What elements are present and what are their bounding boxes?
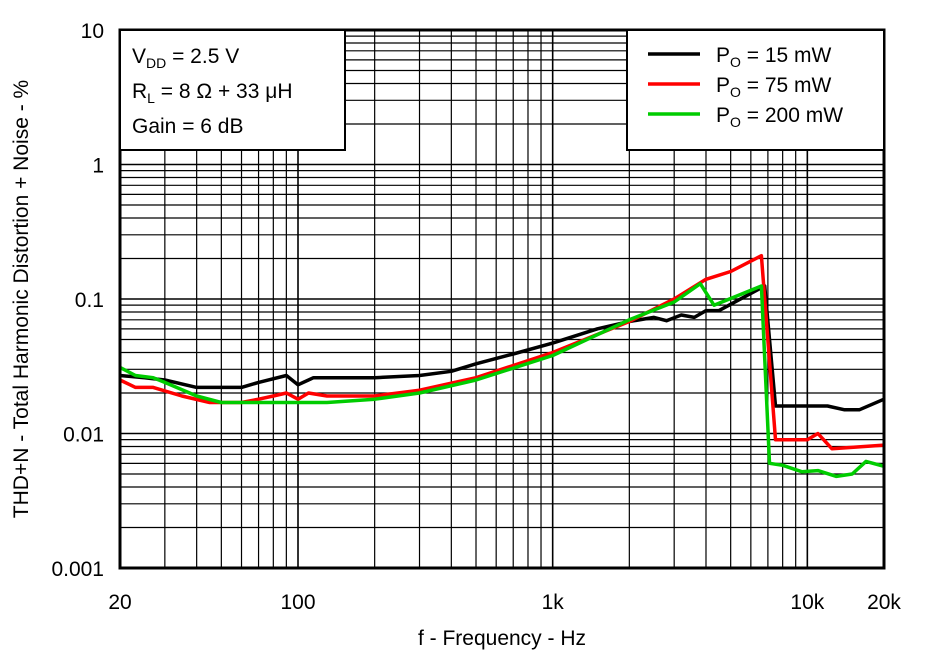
y-axis-label: THD+N - Total Harmonic Distortion + Nois… [10, 80, 33, 518]
legend-label-0: PO = 15 mW [716, 44, 832, 70]
x-tick-label: 20k [867, 591, 901, 614]
legend-label-2: PO = 200 mW [716, 104, 843, 130]
series-line-2 [119, 281, 885, 479]
x-tick-label: 100 [280, 591, 315, 614]
y-tick-label: 10 [81, 20, 104, 43]
annotation-gain: Gain = 6 dB [132, 115, 244, 138]
y-tick-label: 0.01 [63, 424, 104, 447]
y-tick-label: 0.1 [75, 289, 104, 312]
annotation-rl: RL = 8 Ω + 33 μH [132, 80, 293, 106]
x-axis-label: f - Frequency - Hz [418, 627, 586, 650]
plot-frame [118, 28, 886, 570]
x-tick-label: 1k [542, 591, 565, 614]
y-tick-label: 0.001 [51, 558, 104, 581]
y-tick-label: 1 [92, 155, 104, 178]
x-tick-label: 10k [790, 591, 824, 614]
annotation-vdd: VDD = 2.5 V [132, 45, 239, 71]
conditions-box: VDD = 2.5 V RL = 8 Ω + 33 μH Gain = 6 dB [119, 29, 346, 151]
series-lines [119, 253, 885, 479]
legend: PO = 15 mW PO = 75 mW PO = 200 mW [626, 29, 885, 151]
x-tick-label: 20 [108, 591, 131, 614]
tick-labels: 20 100 1k 10k 20k 0.001 0.01 0.1 1 10 [51, 20, 901, 614]
series-line-0 [119, 284, 885, 412]
legend-label-1: PO = 75 mW [716, 74, 832, 100]
